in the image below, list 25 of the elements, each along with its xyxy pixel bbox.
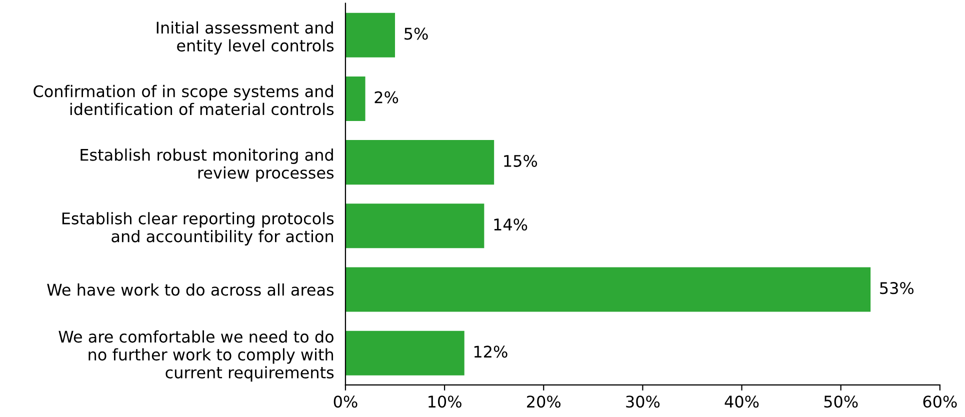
bar xyxy=(345,330,464,376)
data-label: 2% xyxy=(374,91,398,104)
data-label: 5% xyxy=(404,28,428,40)
y-tick-label: We are comfortable we need to do no further work to comply with current requirements xyxy=(58,330,334,382)
data-label: 12% xyxy=(474,346,508,358)
x-tick-label: 60% xyxy=(923,396,957,408)
x-tick-label: 50% xyxy=(824,396,858,408)
y-tick-label: Confirmation of in scope systems and identification of material controls xyxy=(34,84,334,116)
y-tick-label: Initial assessment and entity level controls xyxy=(156,21,334,55)
bar xyxy=(345,76,366,121)
data-label: 53% xyxy=(880,282,914,294)
x-tick-label: 10% xyxy=(428,396,462,408)
bar xyxy=(345,12,396,58)
data-label: 14% xyxy=(494,218,528,231)
x-tick-label: 40% xyxy=(724,396,759,408)
x-tick-label: 30% xyxy=(626,396,660,408)
y-tick-label: Establish clear reporting protocols and accountibility for action xyxy=(62,212,334,246)
bar xyxy=(345,204,484,248)
data-label: 15% xyxy=(504,154,538,167)
x-tick-label: 0% xyxy=(334,396,358,408)
x-tick-label: 20% xyxy=(527,396,560,408)
y-tick-label: Establish robust monitoring and review processes xyxy=(80,148,334,182)
bar xyxy=(345,140,494,185)
y-tick-label: We have work to do across all areas xyxy=(47,283,334,296)
bar xyxy=(345,267,871,312)
